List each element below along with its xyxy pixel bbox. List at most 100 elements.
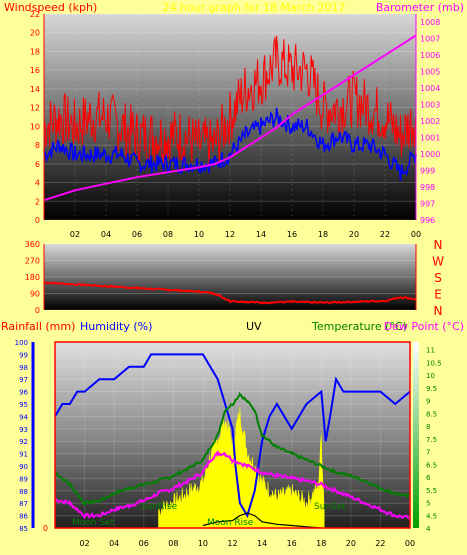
humidity-tick: 92: [19, 438, 28, 446]
wind-right-tick: 1001: [420, 134, 440, 143]
wind-right-tick: 1002: [420, 117, 440, 126]
rainfall-tick: 0: [43, 524, 48, 533]
temperature-tick: 5.5: [426, 487, 437, 495]
humidity-tick: 94: [19, 413, 28, 421]
wind-left-tick: 6: [35, 160, 40, 169]
wind-x-tick: 06: [132, 230, 142, 239]
humidity-x-tick: 22: [375, 539, 385, 548]
wind-right-tick: 999: [420, 167, 435, 176]
compass-label: N: [434, 238, 443, 252]
temperature-axis-bar: [413, 342, 419, 528]
compass-label: E: [434, 288, 442, 302]
wind-right-tick: 1005: [420, 68, 440, 77]
barometer-line: [43, 34, 417, 202]
temperature-tick: 7.5: [426, 436, 437, 444]
humidity-tick: 97: [19, 376, 28, 384]
compass-label: N: [434, 304, 443, 318]
wind-right-axis-label: Barometer (mb): [376, 1, 464, 14]
direction-grid: [44, 243, 416, 311]
humidity-x-tick: 04: [109, 539, 119, 548]
dewpoint-line: [54, 450, 411, 520]
wind-left-tick: 10: [30, 122, 40, 131]
humidity-tick: 88: [19, 488, 28, 496]
wind-right-tick: 1008: [420, 18, 440, 27]
direction-series: [44, 281, 417, 305]
dewpoint-label: Dew Point (°C): [384, 320, 464, 333]
humidity-tick: 98: [19, 364, 28, 372]
temperature-tick: 7: [426, 449, 430, 457]
temperature-tick: 4: [426, 525, 431, 533]
humidity-series: [54, 353, 411, 529]
direction-y-tick: 180: [25, 273, 40, 282]
wind-right-tick: 997: [420, 200, 435, 209]
annotation-sunset: SunSet: [314, 502, 346, 512]
humidity-tick: 87: [19, 500, 28, 508]
humidity-x-tick: 06: [139, 539, 149, 548]
direction-y-tick: 270: [25, 257, 40, 266]
wind-right-tick: 1007: [420, 35, 440, 44]
direction-y-tick: 0: [35, 306, 40, 315]
humidity-tick: 90: [19, 463, 28, 471]
wind-average-line: [43, 107, 417, 181]
humidity-x-tick: 08: [168, 539, 178, 548]
wind-x-tick: 18: [318, 230, 328, 239]
temperature-tick: 6.5: [426, 461, 437, 469]
temperature-tick: 6: [426, 474, 431, 482]
humidity-frame: [54, 341, 411, 529]
wind-series: [43, 34, 417, 202]
wind-left-tick: 16: [30, 66, 40, 75]
wind-left-tick: 4: [35, 179, 40, 188]
humidity-tick: 100: [15, 339, 28, 347]
temperature-tick: 10.5: [426, 359, 442, 367]
wind-x-tick: 02: [70, 230, 80, 239]
humidity-tick: 95: [19, 401, 28, 409]
humidity-x-tick: 00: [405, 539, 415, 548]
wind-gust-line: [43, 35, 417, 169]
solar-line: [202, 512, 322, 529]
rainfall-label: Rainfall (mm): [1, 320, 75, 333]
wind-chart-title: 24 hour graph for 18 March 2017: [162, 1, 345, 14]
wind-left-tick: 2: [35, 197, 40, 206]
wind-left-tick: 14: [30, 85, 40, 94]
wind-direction-line: [44, 281, 417, 305]
temperature-tick: 8.5: [426, 410, 437, 418]
humidity-tick: 85: [19, 525, 28, 533]
humidity-x-tick: 10: [198, 539, 208, 548]
wind-right-tick: 1003: [420, 101, 440, 110]
temperature-tick: 5: [426, 500, 430, 508]
temperature-tick: 10: [426, 372, 435, 380]
humidity-tick: 91: [19, 451, 28, 459]
wind-grid: [44, 13, 417, 221]
wind-left-tick: 0: [35, 216, 40, 225]
wind-left-tick: 18: [30, 47, 40, 56]
temperature-tick: 9.5: [426, 385, 437, 393]
direction-y-tick: 360: [25, 240, 40, 249]
humidity-x-tick: 14: [257, 539, 267, 548]
wind-left-tick: 12: [30, 104, 40, 113]
annotation-moon-set: Moon Set: [72, 518, 115, 528]
humidity-label: Humidity (%): [80, 320, 152, 333]
humidity-tick: 89: [19, 475, 28, 483]
wind-left-tick: 20: [30, 29, 40, 38]
humidity-x-tick: 18: [316, 539, 326, 548]
wind-x-tick: 10: [194, 230, 204, 239]
wind-right-tick: 1000: [420, 150, 440, 159]
temperature-tick: 9: [426, 398, 430, 406]
wind-x-tick: 04: [101, 230, 111, 239]
humidity-tick: 96: [19, 389, 28, 397]
direction-y-tick: 90: [30, 290, 40, 299]
wind-right-tick: 996: [420, 216, 435, 225]
wind-x-tick: 16: [287, 230, 297, 239]
humidity-x-tick: 02: [79, 539, 89, 548]
temperature-line: [54, 391, 411, 507]
humidity-x-tick: 20: [346, 539, 356, 548]
wind-left-axis-label: Windspeed (kph): [4, 1, 97, 14]
temperature-tick: 8: [426, 423, 430, 431]
wind-x-tick: 12: [225, 230, 235, 239]
wind-x-tick: 20: [349, 230, 359, 239]
humidity-tick: 99: [19, 351, 28, 359]
temperature-label: Temperature (°C): [311, 320, 407, 333]
